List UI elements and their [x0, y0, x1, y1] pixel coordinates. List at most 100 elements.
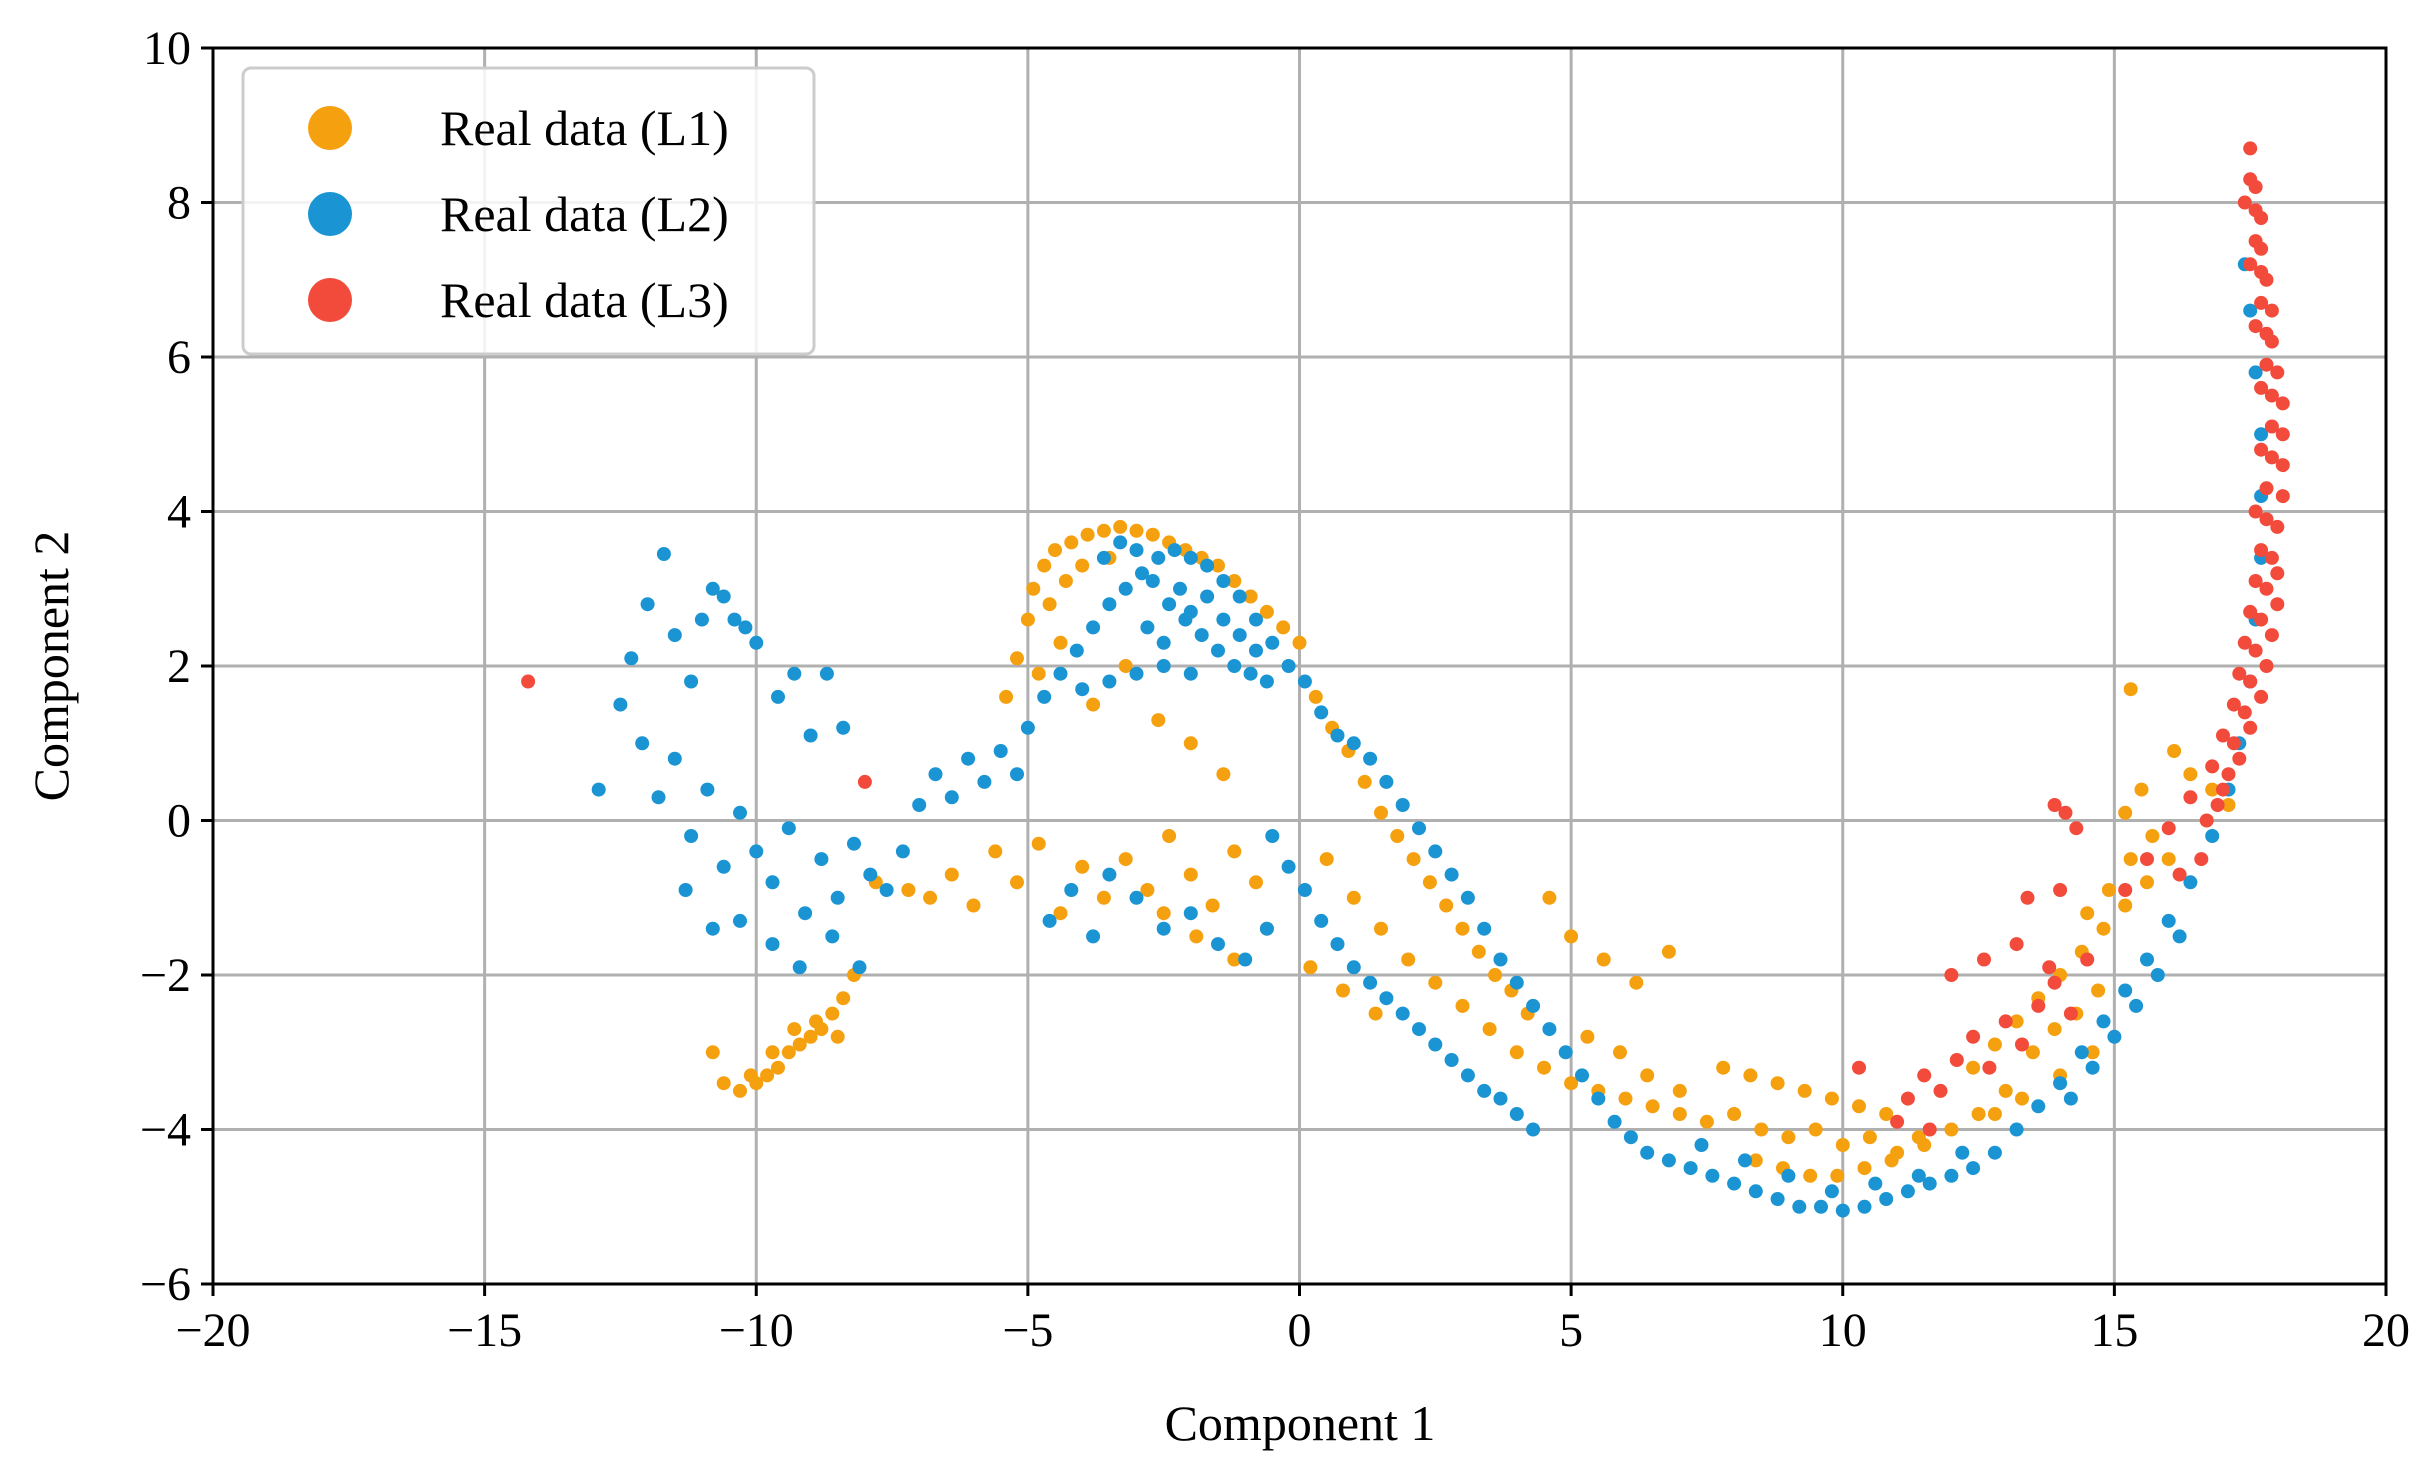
data-point [2260, 273, 2274, 287]
data-point [1265, 636, 1279, 650]
data-point [1216, 613, 1230, 627]
data-point [733, 914, 747, 928]
y-tick-label: −2 [140, 949, 191, 1002]
data-point [1830, 1169, 1844, 1183]
data-point [1771, 1076, 1785, 1090]
data-point [1184, 551, 1198, 565]
data-point [1852, 1099, 1866, 1113]
data-point [1010, 651, 1024, 665]
data-point [1102, 868, 1116, 882]
data-point [1542, 1022, 1556, 1036]
data-point [1347, 736, 1361, 750]
data-point [1988, 1107, 2002, 1121]
data-point [1477, 922, 1491, 936]
data-point [1026, 582, 1040, 596]
data-point [1771, 1192, 1785, 1206]
series-2 [592, 257, 2268, 1217]
data-point [1428, 844, 1442, 858]
data-point [2200, 814, 2214, 828]
data-point [1836, 1204, 1850, 1218]
data-point [2270, 597, 2284, 611]
data-point [1303, 960, 1317, 974]
data-point [1401, 953, 1415, 967]
data-point [2249, 180, 2263, 194]
data-point [1912, 1169, 1926, 1183]
x-tick-label: 20 [2362, 1304, 2410, 1357]
data-point [1086, 698, 1100, 712]
data-point [2118, 899, 2132, 913]
data-point [1113, 535, 1127, 549]
data-point [787, 1022, 801, 1036]
data-point [1249, 875, 1263, 889]
data-point [1858, 1200, 1872, 1214]
data-point [820, 667, 834, 681]
data-point [1336, 984, 1350, 998]
data-point [2086, 1061, 2100, 1075]
data-point [1130, 667, 1144, 681]
data-point [1379, 775, 1393, 789]
data-point [1211, 937, 1225, 951]
data-point [766, 937, 780, 951]
y-tick-label: 10 [143, 22, 191, 75]
y-tick-label: 4 [167, 486, 191, 539]
data-point [2097, 922, 2111, 936]
y-axis-title: Component 2 [23, 531, 79, 802]
data-point [2010, 1123, 2024, 1137]
data-point [2249, 505, 2263, 519]
data-point [1575, 1068, 1589, 1082]
data-point [1097, 891, 1111, 905]
data-point [668, 628, 682, 642]
data-point [1140, 620, 1154, 634]
y-tick-label: 6 [167, 331, 191, 384]
data-point [994, 744, 1008, 758]
data-point [2167, 744, 2181, 758]
data-point [1233, 590, 1247, 604]
data-point [2211, 798, 2225, 812]
data-point [2238, 705, 2252, 719]
data-point [1184, 906, 1198, 920]
data-point [1331, 729, 1345, 743]
data-point [793, 960, 807, 974]
data-point [1390, 829, 1404, 843]
data-point [2254, 381, 2268, 395]
data-point [613, 698, 627, 712]
data-point [2205, 759, 2219, 773]
data-point [1216, 574, 1230, 588]
data-point [1043, 597, 1057, 611]
data-point [1314, 705, 1328, 719]
data-point [1705, 1169, 1719, 1183]
data-point [668, 752, 682, 766]
data-point [2015, 1092, 2029, 1106]
data-point [1955, 1146, 1969, 1160]
data-point [1211, 644, 1225, 658]
data-point [1064, 535, 1078, 549]
data-point [521, 675, 535, 689]
data-point [1260, 675, 1274, 689]
data-point [1646, 1099, 1660, 1113]
legend-label: Real data (L1) [440, 100, 729, 156]
data-point [1591, 1092, 1605, 1106]
data-point [2270, 365, 2284, 379]
data-point [1102, 675, 1116, 689]
data-point [1374, 806, 1388, 820]
data-point [1494, 1092, 1508, 1106]
data-point [1580, 1030, 1594, 1044]
data-point [2265, 335, 2279, 349]
data-point [1130, 891, 1144, 905]
data-point [1977, 953, 1991, 967]
data-point [2222, 767, 2236, 781]
data-point [1102, 597, 1116, 611]
data-point [1059, 574, 1073, 588]
series-1 [706, 520, 2236, 1183]
data-point [1358, 775, 1372, 789]
data-point [2031, 1099, 2045, 1113]
x-tick-label: −15 [447, 1304, 522, 1357]
data-point [2265, 628, 2279, 642]
data-point [1743, 1068, 1757, 1082]
data-point [2183, 790, 2197, 804]
data-point [679, 883, 693, 897]
data-point [1640, 1146, 1654, 1160]
data-point [858, 775, 872, 789]
data-point [2031, 999, 2045, 1013]
data-point [2276, 396, 2290, 410]
